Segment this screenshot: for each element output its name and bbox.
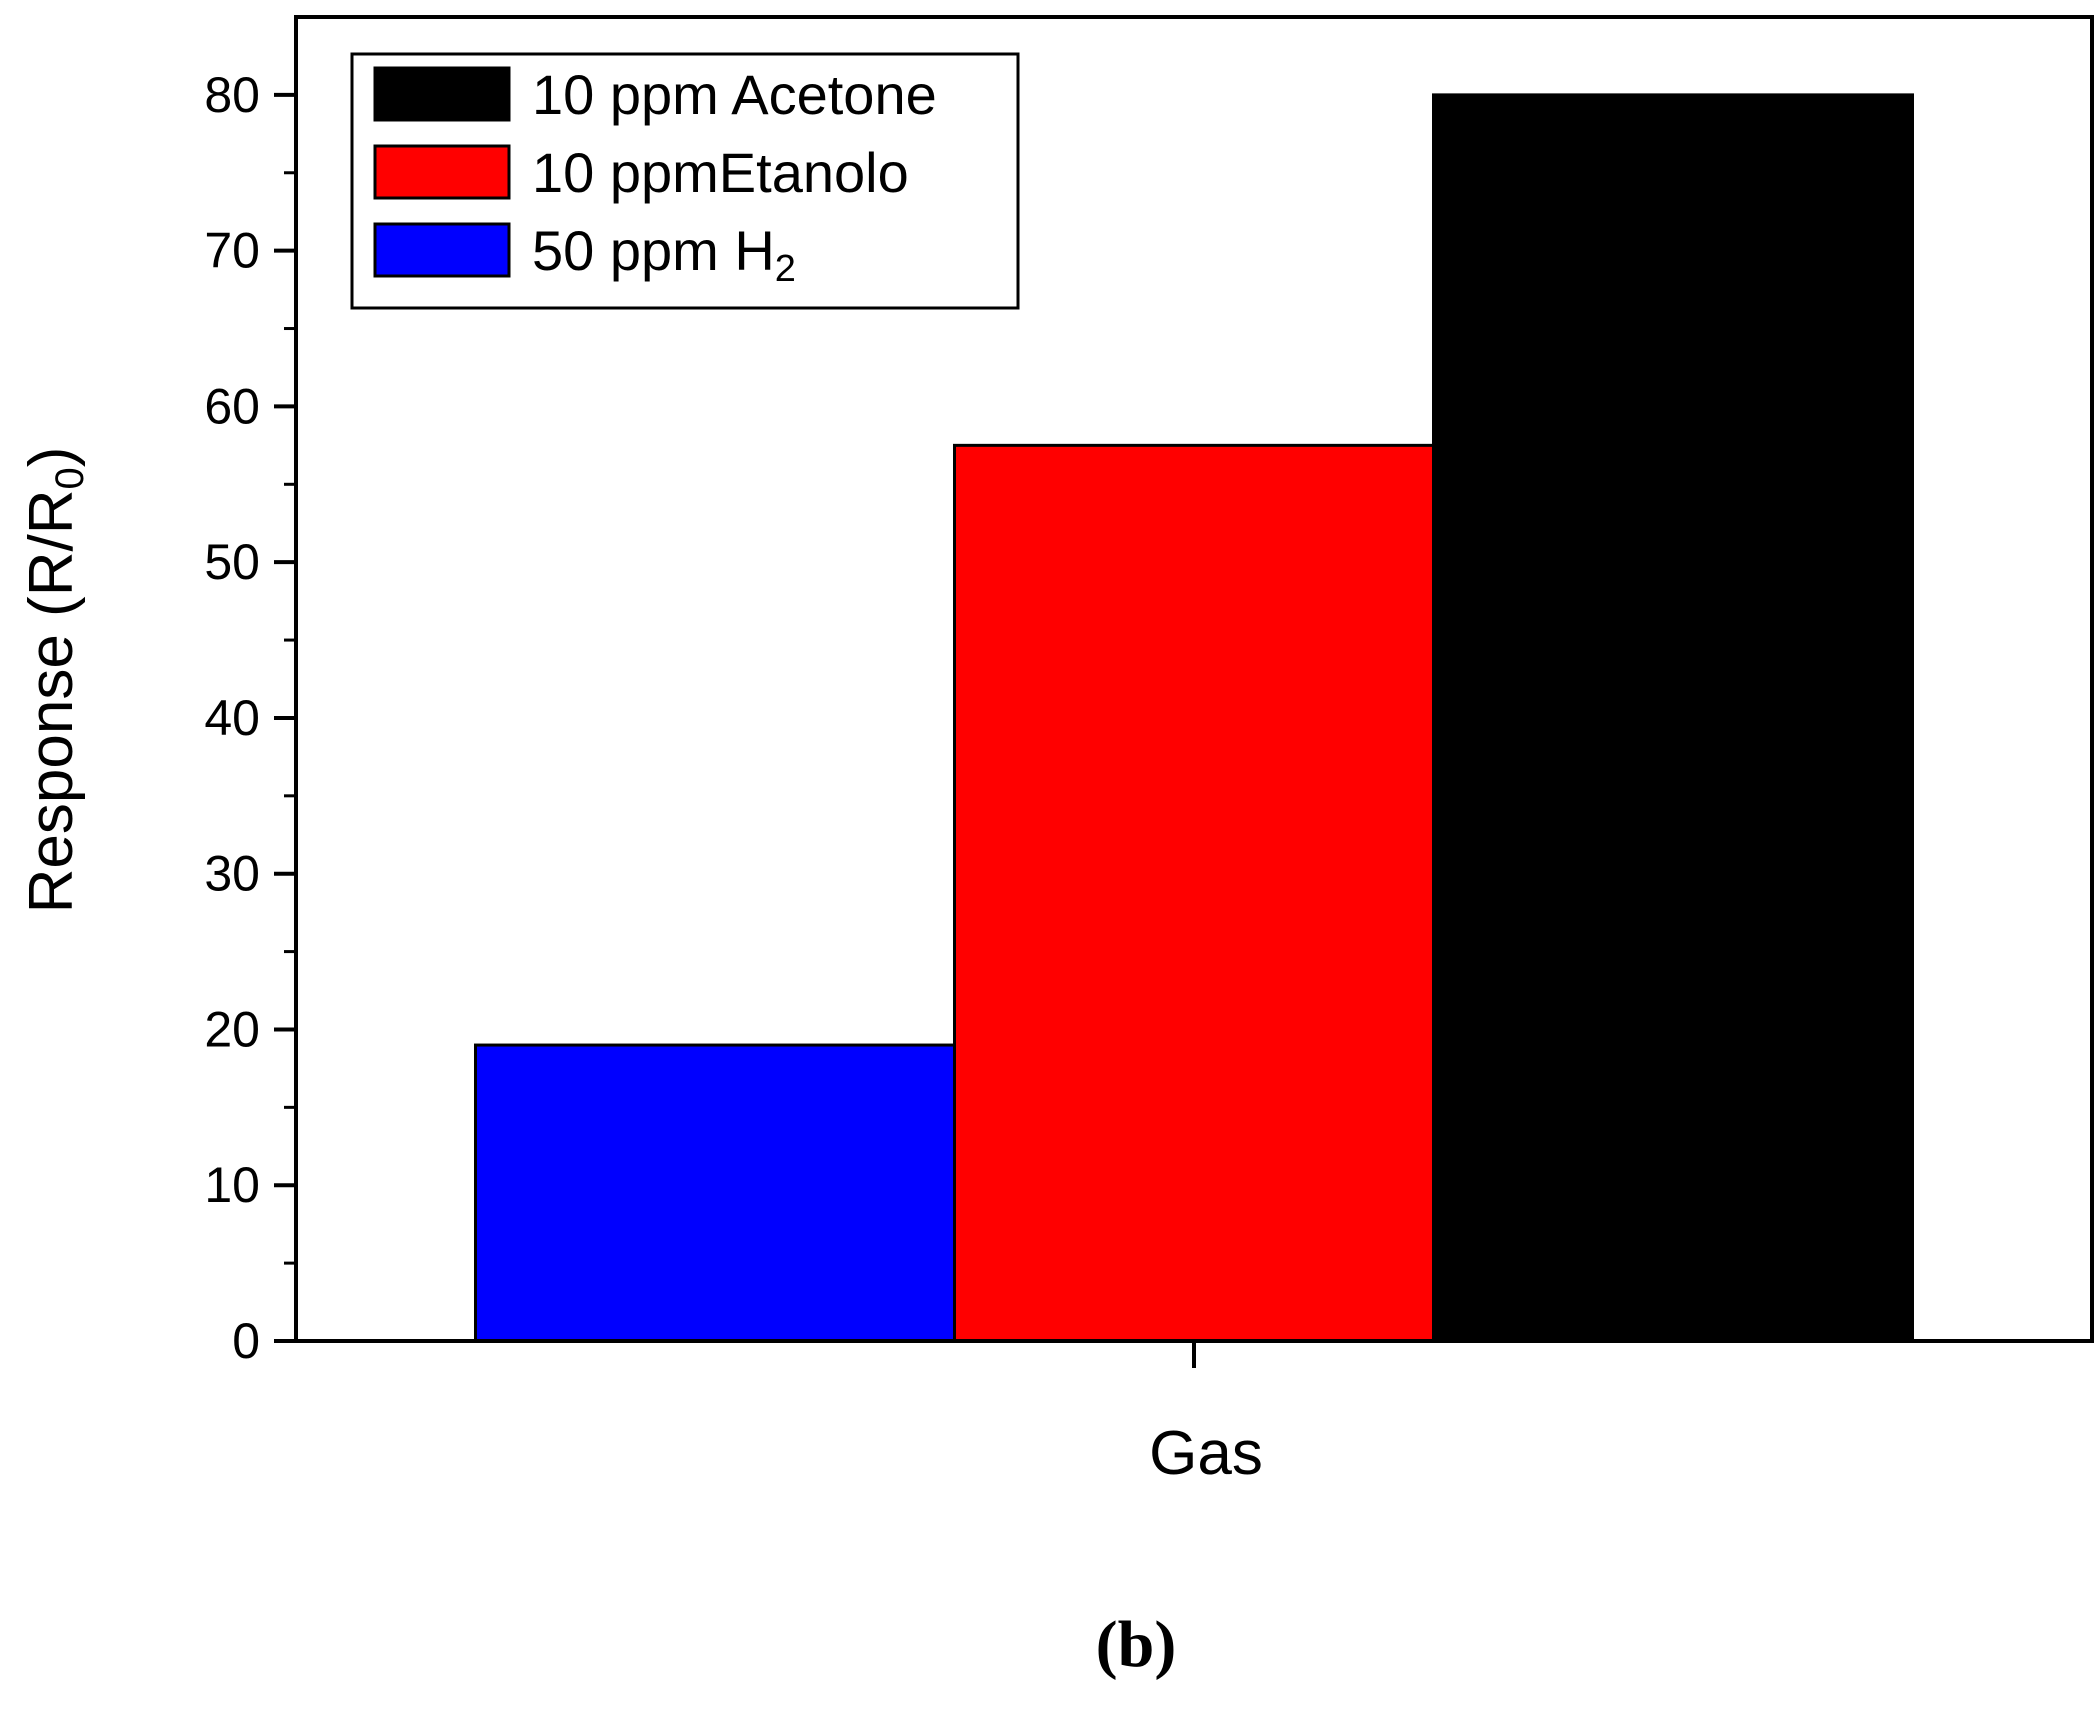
legend-label-subscript-0: 2 <box>775 248 796 290</box>
legend-label-text-0: 50 ppm H <box>532 219 775 282</box>
bars-group <box>474 93 1914 1343</box>
y-tick-label-10: 10 <box>204 1157 260 1213</box>
legend-swatch-0 <box>373 222 511 278</box>
y-tick-label-70: 70 <box>204 223 260 279</box>
legend-swatch-2 <box>373 66 511 122</box>
y-tick-label-60: 60 <box>204 378 260 434</box>
y-axis: 0 10 20 30 40 50 60 70 80 <box>204 67 296 1369</box>
legend-label-0: 50 ppm H2 <box>532 219 796 290</box>
y-tick-label-40: 40 <box>204 690 260 746</box>
legend-label-text-1: 10 ppmEtanolo <box>532 141 909 204</box>
y-tick-label-30: 30 <box>204 846 260 902</box>
x-axis: Gas <box>1149 1341 1263 1488</box>
y-tick-label-20: 20 <box>204 1001 260 1057</box>
bar-series-1 <box>953 443 1435 1343</box>
x-axis-title: Gas <box>1149 1419 1263 1488</box>
legend-label-1: 10 ppmEtanolo <box>532 141 909 204</box>
legend-swatch-1 <box>373 144 511 200</box>
y-tick-label-50: 50 <box>204 534 260 590</box>
legend-label-text-2: 10 ppm Acetone <box>532 63 937 126</box>
y-tick-label-80: 80 <box>204 67 260 123</box>
legend-label-2: 10 ppm Acetone <box>532 63 937 126</box>
y-axis-title-tail: ) <box>17 447 86 468</box>
y-axis-title-main: Response (R/R <box>17 490 86 914</box>
bar-series-0 <box>474 1043 956 1343</box>
y-axis-title-subscript: 0 <box>48 467 92 489</box>
y-tick-label-0: 0 <box>232 1313 260 1369</box>
panel-label: (b) <box>1096 1608 1177 1681</box>
legend: 10 ppm Acetone 10 ppmEtanolo 50 ppm H2 <box>350 52 1020 310</box>
y-axis-title: Response (R/R0) <box>17 447 92 914</box>
bar-series-2 <box>1432 93 1914 1343</box>
